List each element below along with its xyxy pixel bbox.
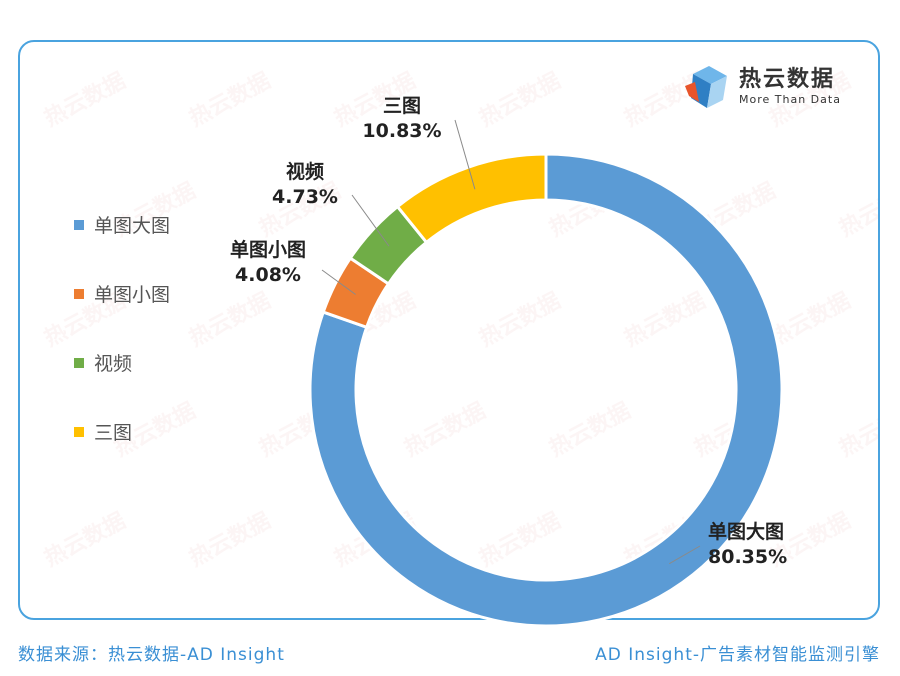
- legend-swatch: [74, 219, 84, 230]
- legend-swatch: [74, 288, 84, 299]
- callout-line: [321, 269, 356, 295]
- legend-item: 三图: [74, 397, 170, 466]
- legend-label: 三图: [94, 422, 133, 444]
- slice-value-label: 10.83%: [362, 120, 441, 142]
- donut-slice: [308, 152, 784, 628]
- chart-legend: 单图大图 单图小图 视频 三图: [74, 190, 170, 466]
- slice-category-label: 单图大图: [708, 520, 784, 543]
- footer-tagline: AD Insight-广告素材智能监测引擎: [595, 645, 880, 665]
- brand-name: 热云数据: [739, 67, 836, 92]
- callout-line: [669, 545, 701, 565]
- brand-logo-icon: [685, 66, 727, 108]
- slice-value-label: 4.73%: [272, 186, 338, 208]
- legend-swatch: [74, 357, 84, 368]
- legend-swatch: [74, 426, 84, 437]
- donut-slice: [395, 152, 548, 245]
- legend-label: 单图小图: [94, 284, 171, 306]
- slice-value-label: 80.35%: [708, 546, 787, 568]
- legend-label: 单图大图: [94, 215, 171, 237]
- slice-category-label: 单图小图: [230, 238, 306, 261]
- callout-line: [351, 194, 390, 247]
- data-source: 数据来源：热云数据-AD Insight: [18, 645, 285, 665]
- slice-category-label: 三图: [383, 95, 421, 117]
- slice-category-label: 视频: [286, 160, 324, 183]
- legend-item: 视频: [74, 328, 170, 397]
- brand-logo: 热云数据 More Than Data: [683, 62, 841, 112]
- brand-tagline: More Than Data: [739, 93, 841, 106]
- legend-item: 单图小图: [74, 259, 170, 328]
- slice-value-label: 4.08%: [235, 264, 301, 286]
- legend-item: 单图大图: [74, 190, 170, 259]
- callout-line: [454, 119, 476, 190]
- legend-label: 视频: [94, 353, 133, 375]
